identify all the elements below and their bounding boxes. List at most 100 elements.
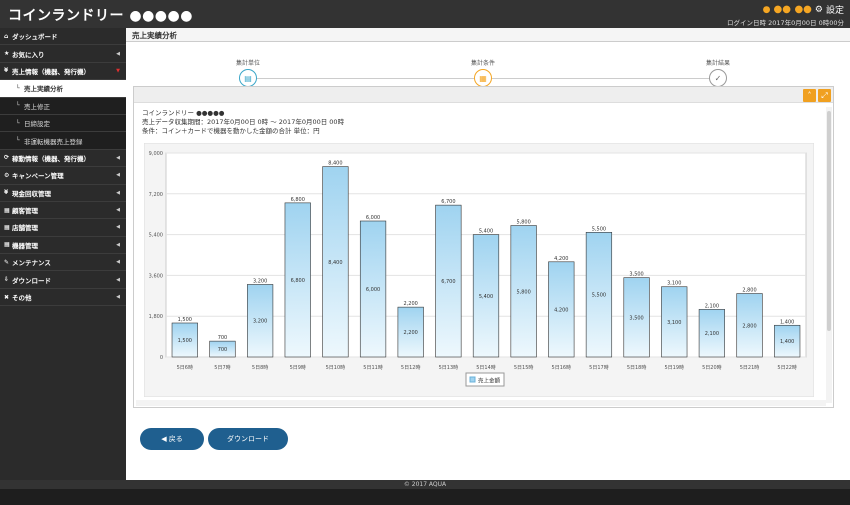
bar	[548, 261, 575, 358]
back-button[interactable]: ◀ 戻る	[140, 428, 204, 450]
chevron-left-icon: ◀	[116, 154, 120, 161]
list-icon: ▤	[239, 69, 257, 87]
bar-value-label: 4,200	[554, 256, 568, 262]
wrench-icon: ▦	[4, 241, 10, 249]
sidebar-item-maintenance[interactable]: ✎ メンテナンス ◀	[0, 254, 126, 272]
app-title: コインランドリー ●●●●●	[8, 8, 193, 24]
chart-icon: └	[16, 84, 20, 92]
bar-value-label: 6,800	[291, 197, 305, 203]
chevron-left-icon: ◀	[116, 207, 120, 214]
sidebar-item-download[interactable]: ⇩ ダウンロード ◀	[0, 271, 126, 289]
step-label: 集計単位	[235, 60, 260, 67]
grid-icon: ▦	[474, 69, 492, 87]
chevron-left-icon: ◀	[116, 276, 120, 283]
bar-inner-label: 3,500	[629, 315, 643, 321]
legend-label: 売上金額	[478, 377, 501, 385]
sidebar-item-label: 日締設定	[24, 120, 50, 129]
bar-inner-label: 1,400	[780, 339, 794, 345]
gear-icon: └	[16, 119, 20, 127]
download-button[interactable]: ダウンロード	[208, 428, 288, 450]
sidebar-item-label: その他	[12, 294, 32, 303]
sidebar-item-sales-info[interactable]: ¥ 売上情報（機器、発行機） ▼	[0, 63, 126, 81]
page-title: 売上実績分析	[126, 28, 850, 42]
legend-swatch	[469, 376, 476, 383]
bar-value-label: 2,100	[705, 303, 719, 309]
sidebar-item-favorites[interactable]: ★ お気に入り ◀	[0, 45, 126, 63]
sidebar-item-cash-collection[interactable]: ¥ 現金回収管理 ◀	[0, 185, 126, 202]
sidebar-item-label: 現金回収管理	[12, 189, 51, 198]
x-tick-label: 5日17時	[589, 365, 609, 371]
chevron-left-icon: ◀	[116, 259, 120, 266]
collection-period: 売上データ収集期間：2017年0月00日 0時 ～ 2017年0月00日 00時	[142, 118, 345, 126]
sidebar-item-customers[interactable]: ▦ 顧客管理 ◀	[0, 202, 126, 220]
bar-inner-label: 6,700	[441, 279, 455, 285]
bar	[209, 340, 236, 358]
sidebar-item-label: 売上情報（機器、発行機）	[12, 67, 90, 76]
chevron-left-icon: ◀	[116, 172, 120, 179]
bar-inner-label: 2,800	[742, 323, 756, 329]
step-aggregation-unit[interactable]: 集計単位 ▤	[218, 58, 278, 87]
sales-bar-chart: 1,500 1,500 700 700 3,200 3,200 6,800 6,800 8,40…	[143, 142, 815, 398]
x-tick-label: 5日13時	[439, 365, 459, 371]
sidebar-item-label: 機器管理	[12, 241, 38, 250]
bar-value-label: 3,100	[667, 281, 681, 287]
store-icon: ▦	[4, 223, 10, 231]
chart-legend[interactable]: 売上金額	[465, 372, 505, 387]
chevron-left-icon: ◀	[116, 241, 120, 248]
yen-icon: ¥	[4, 189, 9, 197]
sidebar-item-label: ダウンロード	[12, 276, 51, 285]
sidebar-item-operation-info[interactable]: ⟳ 稼動情報（機器、発行機） ◀	[0, 150, 126, 168]
bar	[435, 204, 462, 358]
sidebar-item-label: 顧客管理	[12, 207, 38, 216]
sidebar-item-sales-correction[interactable]: └ 売上修正	[0, 97, 126, 115]
expand-icon[interactable]: ⤢	[818, 89, 831, 102]
sidebar-item-dashboard[interactable]: ⌂ ダッシュボード	[0, 28, 126, 46]
sidebar-item-offline-sales[interactable]: └ 非運転機器売上登録	[0, 132, 126, 150]
scrollbar-thumb[interactable]	[827, 111, 831, 331]
bar-value-label: 3,500	[629, 272, 643, 278]
sidebar-item-campaign[interactable]: ⚙ キャンペーン管理 ◀	[0, 167, 126, 185]
sidebar-item-sales-analysis[interactable]: └ 売上実績分析	[0, 80, 126, 98]
bar	[774, 324, 801, 358]
x-tick-label: 5日9時	[290, 365, 306, 371]
step-aggregation-condition[interactable]: 集計条件 ▦	[453, 58, 513, 87]
sidebar-item-daily-close[interactable]: └ 日締設定	[0, 114, 126, 133]
sidebar-item-stores[interactable]: ▦ 店舗管理 ◀	[0, 219, 126, 237]
settings-link[interactable]: 設定	[825, 6, 844, 16]
y-tick-label: 1,800	[149, 314, 163, 320]
bar-inner-label: 5,800	[516, 289, 530, 295]
horizontal-scrollbar[interactable]	[136, 400, 826, 406]
y-tick-label: 9,000	[149, 151, 163, 157]
x-tick-label: 5日8時	[252, 365, 268, 371]
store-name: コインランドリー ●●●●●	[142, 109, 225, 117]
y-tick-label: 7,200	[149, 192, 163, 198]
bar-inner-label: 4,200	[554, 307, 568, 313]
refresh-icon: ⟳	[4, 154, 10, 162]
vertical-scrollbar[interactable]	[826, 107, 832, 403]
bar-value-label: 1,400	[780, 319, 794, 325]
action-buttons: ◀ 戻る ダウンロード	[140, 428, 288, 450]
bar-value-label: 1,500	[178, 317, 192, 323]
user-name[interactable]: ●● ●●	[773, 4, 812, 15]
bar-inner-label: 700	[218, 347, 228, 353]
bar-inner-label: 2,100	[705, 331, 719, 337]
login-info: ログイン日時 2017年0月00日 0時00分	[727, 19, 844, 27]
bar-value-label: 2,200	[404, 301, 418, 307]
bar	[247, 284, 274, 358]
sidebar-item-label: 店舗管理	[12, 224, 38, 233]
bar	[585, 232, 613, 358]
bar	[322, 166, 349, 358]
x-tick-label: 5日22時	[777, 365, 797, 371]
sidebar-item-machines[interactable]: ▦ 機器管理 ◀	[0, 237, 126, 255]
sidebar-item-other[interactable]: ✖ その他 ◀	[0, 289, 126, 307]
bar-inner-label: 8,400	[328, 260, 342, 266]
gear-icon: ⚙	[4, 171, 10, 179]
sidebar-item-label: 売上修正	[24, 102, 50, 111]
sidebar-item-label: 売上実績分析	[24, 85, 63, 94]
collapse-icon[interactable]: ˄	[803, 89, 816, 102]
legend-box	[465, 372, 505, 387]
bar	[736, 293, 763, 358]
gear-icon[interactable]: ⚙	[814, 4, 823, 15]
step-label: 集計結果	[705, 60, 730, 67]
bar-inner-label: 6,800	[291, 278, 305, 284]
